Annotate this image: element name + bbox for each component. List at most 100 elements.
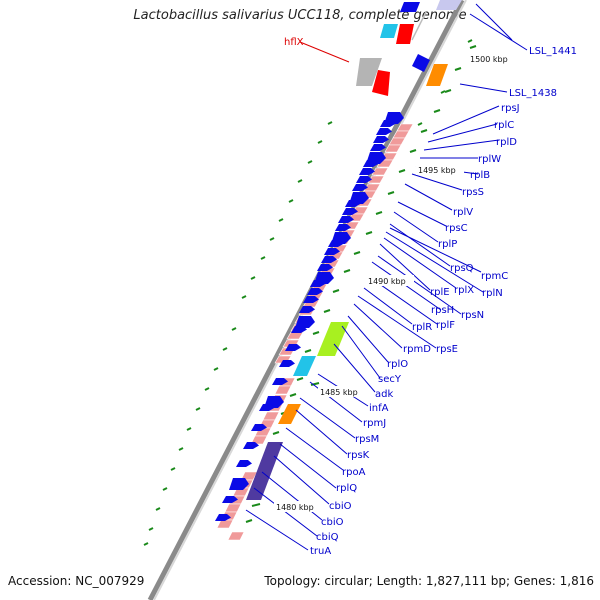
gene-label-infa: infA [369, 403, 389, 414]
scale-tick [433, 109, 441, 113]
gene-label-cbiq: cbiQ [316, 532, 339, 543]
gene-label-rplq: rplQ [336, 483, 357, 494]
scale-tick [296, 377, 304, 381]
scale-tick [272, 431, 280, 435]
cds-arrow [359, 168, 375, 175]
leader-line [299, 397, 356, 439]
cds-arrow [291, 326, 307, 333]
scale-tick [297, 179, 303, 183]
cds-arrow [229, 478, 249, 490]
gene-label-rplr: rplR [412, 322, 432, 333]
position-label-bg [366, 275, 414, 286]
cds-arrow [303, 296, 319, 303]
position-label-bg [468, 53, 516, 64]
ribosomal-gene-block [262, 411, 280, 421]
gene-label-lsl_1441: LSL_1441 [529, 46, 577, 57]
leader-line [427, 123, 498, 143]
scale-tick [323, 309, 331, 313]
position-label-bg [416, 164, 464, 175]
gene-label-rplc: rplC [494, 120, 514, 131]
scale-tick [375, 211, 383, 215]
scale-tick [250, 276, 256, 280]
leader-line [347, 315, 389, 363]
leader-line [385, 231, 484, 293]
gene-label-rplw: rplW [478, 154, 501, 165]
leader-line [285, 427, 344, 471]
cds-arrow [321, 256, 337, 263]
purple-gene-block [246, 442, 283, 500]
gene-label-cbio: cbiO [321, 517, 344, 528]
cds-arrow [310, 280, 326, 287]
gene-label-rpln: rplN [482, 288, 503, 299]
gene-label-rpsj: rpsJ [501, 103, 520, 114]
cds-arrow [380, 120, 396, 127]
leader-line [377, 255, 462, 315]
scale-tick [155, 507, 161, 511]
cds-arrow [295, 316, 315, 328]
scale-tick [241, 295, 247, 299]
scale-tick [278, 218, 284, 222]
leader-line [389, 223, 451, 267]
cds-arrow [215, 514, 231, 521]
leader-line [389, 227, 482, 273]
gene-label-rplv: rplV [453, 207, 473, 218]
cds-arrow [279, 360, 295, 367]
position-label: 1495 kbp [418, 166, 456, 175]
gene-label-rpsn: rpsN [461, 310, 484, 321]
scale-tick [343, 269, 351, 273]
cds-arrow [342, 208, 358, 215]
leader-line [404, 183, 453, 211]
leader-line [341, 325, 381, 379]
cyan-gene-block [380, 24, 398, 38]
scale-tick [186, 427, 192, 431]
gene-label-rpss: rpsS [462, 187, 484, 198]
position-label-bg [318, 386, 366, 397]
gene-label-rplo: rplO [387, 359, 408, 370]
leader-line [379, 243, 431, 291]
scale-tick [327, 121, 333, 125]
cds-arrow [222, 496, 238, 503]
gene-label-rpse: rpsE [436, 344, 458, 355]
gray-gene-block [356, 58, 382, 86]
leader-line [475, 3, 513, 41]
cds-arrow [356, 176, 372, 183]
scale-tick [332, 289, 340, 293]
cds-arrow [236, 460, 252, 467]
leader-line [393, 211, 439, 243]
leader-line [469, 13, 528, 51]
gene-label-rpsc: rpsC [445, 223, 468, 234]
red-gene-block [396, 24, 414, 44]
gene-label-rplf: rplF [436, 320, 455, 331]
accession-text: Accession: NC_007929 [8, 574, 145, 588]
leader-line [397, 201, 447, 227]
leader-line [295, 409, 348, 455]
gene-label-cbio: cbiO [329, 501, 352, 512]
gene-label-rpmj: rpmJ [363, 418, 386, 429]
lime-gene-block [317, 322, 349, 356]
leader-line [363, 287, 413, 325]
cds-arrow [259, 404, 275, 411]
gene-label-rplx: rplX [454, 285, 474, 296]
scale-tick [269, 237, 275, 241]
gene-label-rpsq: rpsQ [450, 263, 474, 274]
scale-tick [440, 90, 446, 94]
cds-arrow [328, 240, 344, 247]
scale-tick [251, 503, 261, 507]
leader-line [245, 509, 309, 551]
scale-tick [260, 256, 266, 260]
leader-line [299, 41, 350, 63]
inner-backbone [411, 11, 427, 41]
ribosomal-gene-block [371, 167, 389, 176]
position-label: 1485 kbp [320, 388, 358, 397]
gene-label-rpsm: rpsM [355, 434, 379, 445]
scale-tick [304, 349, 312, 353]
scale-tick [387, 191, 395, 195]
scale-tick [398, 169, 406, 173]
leader-line [459, 83, 508, 93]
scale-tick [195, 407, 201, 411]
ribosomal-gene-block [274, 385, 292, 395]
position-labels: 1500 kbp 1495 kbp 1490 kbp 1485 kbp 1480 kbp [274, 53, 516, 512]
ribosomal-gene-block [384, 144, 402, 153]
